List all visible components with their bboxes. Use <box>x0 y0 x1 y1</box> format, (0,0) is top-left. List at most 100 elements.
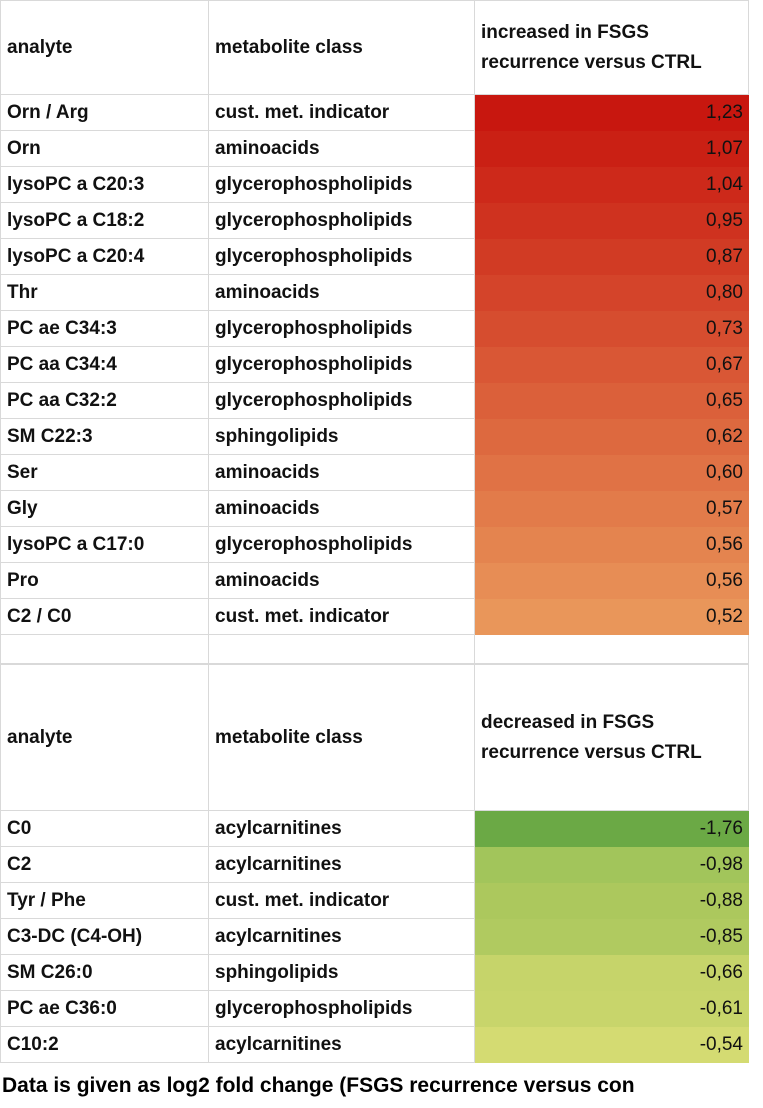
header-cell: metabolite class <box>208 0 475 95</box>
value-cell: 0,57 <box>474 490 749 527</box>
value-cell: 1,04 <box>474 166 749 203</box>
value-cell: -0,66 <box>474 954 749 991</box>
class-cell: aminoacids <box>208 454 475 491</box>
value-cell: 0,65 <box>474 382 749 419</box>
analyte-cell: lysoPC a C17:0 <box>0 526 209 563</box>
data-row: C2 / C0 cust. met. indicator 0,52 <box>0 598 749 635</box>
data-row: Gly aminoacids 0,57 <box>0 490 749 527</box>
class-cell: sphingolipids <box>208 418 475 455</box>
header-cell: metabolite class <box>208 664 475 811</box>
class-cell: glycerophospholipids <box>208 310 475 347</box>
class-cell: glycerophospholipids <box>208 346 475 383</box>
analyte-cell: SM C22:3 <box>0 418 209 455</box>
class-cell: glycerophospholipids <box>208 526 475 563</box>
value-cell: -0,61 <box>474 990 749 1027</box>
analyte-cell: C3-DC (C4-OH) <box>0 918 209 955</box>
class-cell: sphingolipids <box>208 954 475 991</box>
data-row: Thr aminoacids 0,80 <box>0 274 749 311</box>
data-row: SM C26:0 sphingolipids -0,66 <box>0 954 749 991</box>
analyte-cell: lysoPC a C20:4 <box>0 238 209 275</box>
data-row: C2 acylcarnitines -0,98 <box>0 846 749 883</box>
class-cell: glycerophospholipids <box>208 202 475 239</box>
value-cell: 0,52 <box>474 598 749 635</box>
class-cell: glycerophospholipids <box>208 238 475 275</box>
value-cell: 0,56 <box>474 562 749 599</box>
header-cell: decreased in FSGS recurrence versus CTRL <box>474 664 749 811</box>
class-cell: acylcarnitines <box>208 846 475 883</box>
class-cell: acylcarnitines <box>208 1026 475 1063</box>
analyte-cell: C0 <box>0 810 209 847</box>
data-row: SM C22:3 sphingolipids 0,62 <box>0 418 749 455</box>
analyte-cell: lysoPC a C18:2 <box>0 202 209 239</box>
blank-cell <box>0 634 209 664</box>
data-row: Tyr / Phe cust. met. indicator -0,88 <box>0 882 749 919</box>
data-row: PC ae C36:0 glycerophospholipids -0,61 <box>0 990 749 1027</box>
data-row: Orn aminoacids 1,07 <box>0 130 749 167</box>
analyte-cell: Gly <box>0 490 209 527</box>
header-cell: analyte <box>0 0 209 95</box>
data-row: PC aa C32:2 glycerophospholipids 0,65 <box>0 382 749 419</box>
analyte-cell: Tyr / Phe <box>0 882 209 919</box>
class-cell: aminoacids <box>208 562 475 599</box>
value-cell: 0,87 <box>474 238 749 275</box>
analyte-cell: Orn <box>0 130 209 167</box>
data-row: C0 acylcarnitines -1,76 <box>0 810 749 847</box>
analyte-cell: PC ae C34:3 <box>0 310 209 347</box>
data-table: analyte metabolite class decreased in FSGS… <box>0 664 749 1063</box>
value-cell: -0,98 <box>474 846 749 883</box>
value-cell: 0,56 <box>474 526 749 563</box>
analyte-cell: C2 / C0 <box>0 598 209 635</box>
value-cell: 0,73 <box>474 310 749 347</box>
value-cell: -0,85 <box>474 918 749 955</box>
analyte-cell: C2 <box>0 846 209 883</box>
data-row: PC ae C34:3 glycerophospholipids 0,73 <box>0 310 749 347</box>
data-row: C3-DC (C4-OH) acylcarnitines -0,85 <box>0 918 749 955</box>
analyte-cell: PC ae C36:0 <box>0 990 209 1027</box>
data-row: PC aa C34:4 glycerophospholipids 0,67 <box>0 346 749 383</box>
value-cell: -1,76 <box>474 810 749 847</box>
footnote: Data is given as log2 fold change (FSGS … <box>2 1074 635 1097</box>
blank-cell <box>208 634 475 664</box>
header-cell: increased in FSGS recurrence versus CTRL <box>474 0 749 95</box>
analyte-cell: PC aa C32:2 <box>0 382 209 419</box>
data-row: Orn / Arg cust. met. indicator 1,23 <box>0 94 749 131</box>
class-cell: aminoacids <box>208 130 475 167</box>
analyte-cell: SM C26:0 <box>0 954 209 991</box>
data-row: lysoPC a C17:0 glycerophospholipids 0,56 <box>0 526 749 563</box>
class-cell: cust. met. indicator <box>208 598 475 635</box>
analyte-cell: Orn / Arg <box>0 94 209 131</box>
value-cell: 0,60 <box>474 454 749 491</box>
value-cell: 0,80 <box>474 274 749 311</box>
value-cell: -0,54 <box>474 1026 749 1063</box>
class-cell: glycerophospholipids <box>208 382 475 419</box>
class-cell: acylcarnitines <box>208 810 475 847</box>
data-row: lysoPC a C20:3 glycerophospholipids 1,04 <box>0 166 749 203</box>
analyte-cell: lysoPC a C20:3 <box>0 166 209 203</box>
blank-row <box>0 634 749 664</box>
class-cell: cust. met. indicator <box>208 882 475 919</box>
class-cell: aminoacids <box>208 274 475 311</box>
value-cell: 0,95 <box>474 202 749 239</box>
data-row: Pro aminoacids 0,56 <box>0 562 749 599</box>
analyte-cell: PC aa C34:4 <box>0 346 209 383</box>
class-cell: glycerophospholipids <box>208 166 475 203</box>
class-cell: glycerophospholipids <box>208 990 475 1027</box>
data-row: lysoPC a C20:4 glycerophospholipids 0,87 <box>0 238 749 275</box>
data-row: Ser aminoacids 0,60 <box>0 454 749 491</box>
data-table: analyte metabolite class increased in FSGS… <box>0 0 749 635</box>
analyte-cell: Ser <box>0 454 209 491</box>
value-cell: 0,67 <box>474 346 749 383</box>
header-row: analyte metabolite class increased in FSGS… <box>0 0 749 95</box>
class-cell: cust. met. indicator <box>208 94 475 131</box>
data-row: C10:2 acylcarnitines -0,54 <box>0 1026 749 1063</box>
class-cell: acylcarnitines <box>208 918 475 955</box>
value-cell: 1,23 <box>474 94 749 131</box>
blank-cell <box>474 634 749 664</box>
header-row: analyte metabolite class decreased in FSGS… <box>0 664 749 811</box>
analyte-cell: Thr <box>0 274 209 311</box>
header-cell: analyte <box>0 664 209 811</box>
data-row: lysoPC a C18:2 glycerophospholipids 0,95 <box>0 202 749 239</box>
analyte-cell: C10:2 <box>0 1026 209 1063</box>
